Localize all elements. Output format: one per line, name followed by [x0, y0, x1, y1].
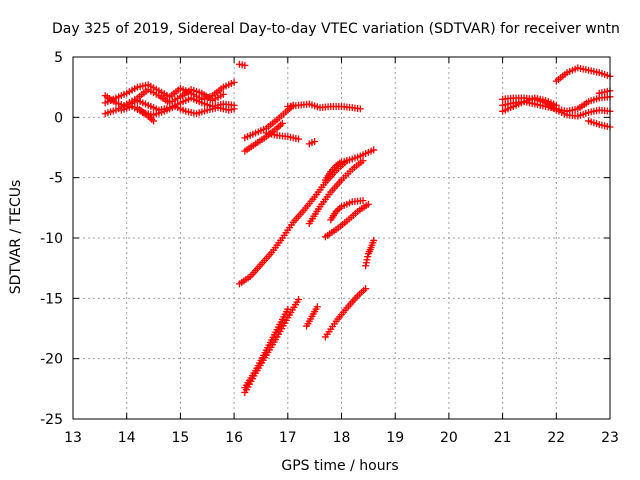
- y-tick-labels: 5 0 -5 -10 -15 -20 -25: [40, 50, 63, 428]
- data-point: [230, 105, 238, 113]
- series-arc-o: [321, 200, 372, 241]
- data-point: [362, 285, 370, 293]
- data-point: [219, 90, 227, 98]
- data-point: [311, 137, 319, 145]
- series-arc-y: [552, 64, 614, 85]
- data-point: [295, 135, 303, 143]
- y-tick-label: -5: [49, 171, 63, 187]
- x-tick-label: 22: [547, 430, 565, 446]
- data-point: [313, 303, 321, 311]
- data-point: [362, 262, 370, 270]
- series-arc-k: [284, 100, 364, 113]
- y-tick-label: -25: [40, 412, 63, 428]
- chart-title: Day 325 of 2019, Sidereal Day-to-day VTE…: [52, 21, 620, 37]
- data-point: [278, 119, 286, 127]
- data-point: [370, 236, 378, 244]
- series-arc-u: [321, 285, 370, 341]
- y-axis-label: SDTVAR / TECUs: [8, 180, 24, 295]
- x-tick-label: 13: [64, 430, 82, 446]
- series-arc-m: [321, 157, 351, 184]
- series-arc-s: [241, 305, 292, 392]
- data-point: [370, 146, 378, 154]
- series-arc-c: [101, 86, 227, 118]
- plot-frame: [72, 56, 611, 420]
- x-tick-label: 16: [225, 430, 243, 446]
- data-point: [334, 206, 342, 214]
- data-point: [364, 253, 372, 261]
- x-tick-label: 20: [440, 430, 458, 446]
- data-marks: [101, 60, 614, 396]
- y-tick-label: 5: [54, 50, 63, 66]
- x-tick-labels: 13 14 15 16 17 18 19 20 21 22 23: [64, 430, 619, 446]
- grid-lines: [73, 57, 610, 419]
- series-arc-t: [303, 303, 321, 330]
- data-point: [364, 200, 372, 208]
- data-point: [277, 121, 285, 129]
- data-point: [150, 117, 158, 125]
- data-point: [230, 78, 238, 86]
- series-arc-e: [133, 104, 158, 125]
- x-tick-label: 18: [333, 430, 351, 446]
- y-tick-label: 0: [54, 110, 63, 126]
- y-tick-label: -10: [40, 231, 63, 247]
- data-point: [295, 296, 303, 304]
- x-axis-label: GPS time / hours: [281, 458, 398, 474]
- x-tick-label: 15: [171, 430, 189, 446]
- x-tick-label: 23: [601, 430, 619, 446]
- series-arc-p: [327, 197, 367, 224]
- data-point: [343, 157, 351, 165]
- data-point: [359, 157, 367, 165]
- data-point: [359, 197, 367, 205]
- series-arc-f: [235, 60, 249, 69]
- series-arc-q: [362, 236, 378, 270]
- series-arc-n: [305, 157, 367, 228]
- series-arc-z: [585, 117, 614, 131]
- series-arc-i: [262, 129, 303, 143]
- data-point: [275, 123, 283, 131]
- x-tick-label: 21: [494, 430, 512, 446]
- data-point: [241, 61, 249, 69]
- y-tick-label: -15: [40, 291, 63, 307]
- data-point: [362, 259, 370, 267]
- y-tick-label: -20: [40, 352, 63, 368]
- data-point: [284, 305, 292, 313]
- x-tick-label: 19: [386, 430, 404, 446]
- series-arc-aa: [595, 87, 614, 97]
- x-tick-label: 14: [118, 430, 136, 446]
- series-arc-j: [305, 137, 319, 148]
- x-tick-label: 17: [279, 430, 297, 446]
- data-point: [363, 256, 371, 264]
- data-point: [356, 105, 364, 113]
